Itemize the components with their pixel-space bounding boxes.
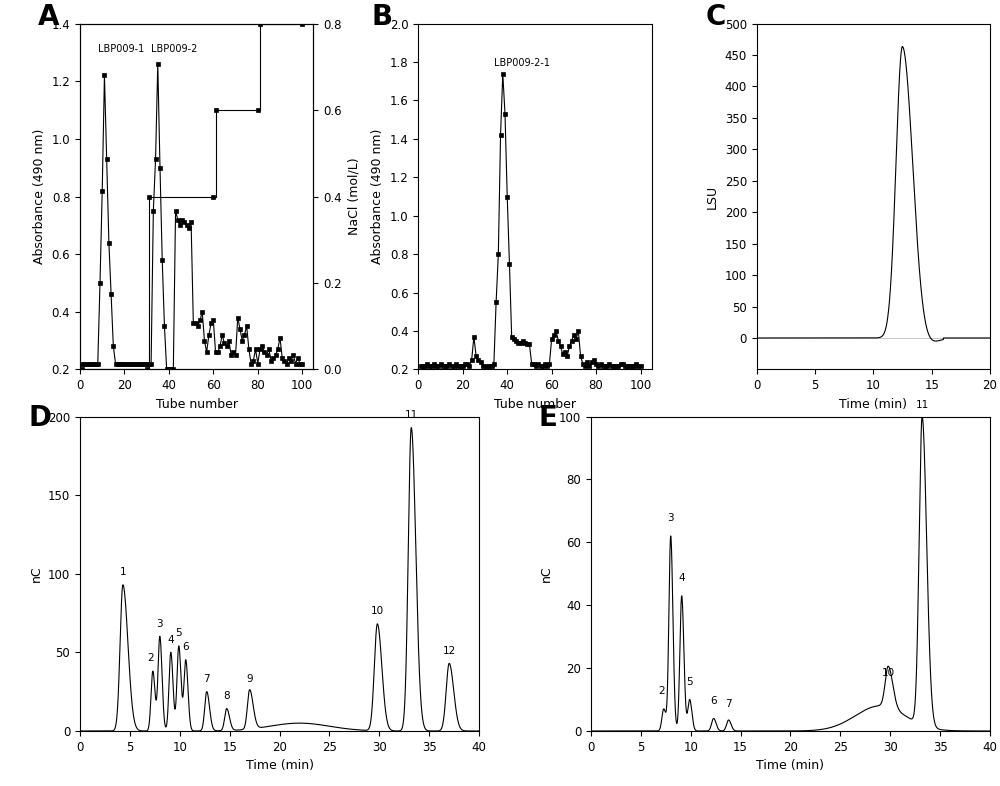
Text: 6: 6 <box>182 642 189 652</box>
Text: 4: 4 <box>678 573 685 583</box>
Y-axis label: LSU: LSU <box>706 185 719 208</box>
Text: A: A <box>38 3 60 31</box>
Text: 10: 10 <box>371 606 384 616</box>
X-axis label: Tube number: Tube number <box>494 398 576 411</box>
Text: 5: 5 <box>175 628 182 638</box>
Text: 7: 7 <box>203 674 210 684</box>
Text: 9: 9 <box>246 674 253 684</box>
Y-axis label: NaCl (mol/L): NaCl (mol/L) <box>347 158 360 235</box>
Y-axis label: Absorbance (490 nm): Absorbance (490 nm) <box>371 129 384 264</box>
Text: 2: 2 <box>658 686 665 696</box>
Y-axis label: Absorbance (490 nm): Absorbance (490 nm) <box>33 129 46 264</box>
X-axis label: Tube number: Tube number <box>156 398 238 411</box>
Text: 1: 1 <box>120 567 126 577</box>
Text: LBP009-2: LBP009-2 <box>151 44 197 54</box>
Y-axis label: nC: nC <box>29 565 42 582</box>
Text: LBP009-2-1: LBP009-2-1 <box>494 58 550 68</box>
Text: 5: 5 <box>686 677 693 687</box>
Text: C: C <box>705 3 726 31</box>
Text: E: E <box>539 404 558 432</box>
Text: 4: 4 <box>167 634 174 645</box>
Text: LBP009-1: LBP009-1 <box>98 44 144 54</box>
Text: 2: 2 <box>148 653 154 663</box>
Text: D: D <box>28 404 51 432</box>
Text: 11: 11 <box>405 410 418 420</box>
X-axis label: Time (min): Time (min) <box>246 759 314 773</box>
X-axis label: Time (min): Time (min) <box>839 398 907 411</box>
Text: 7: 7 <box>725 699 732 709</box>
Text: 8: 8 <box>223 691 230 701</box>
Text: 12: 12 <box>443 645 456 656</box>
X-axis label: Time (min): Time (min) <box>756 759 824 773</box>
Text: 11: 11 <box>916 400 929 410</box>
Text: 10: 10 <box>882 667 895 678</box>
Text: 6: 6 <box>710 696 717 706</box>
Text: B: B <box>372 3 393 31</box>
Y-axis label: nC: nC <box>540 565 553 582</box>
Text: 3: 3 <box>157 619 163 629</box>
Text: 3: 3 <box>667 513 674 523</box>
